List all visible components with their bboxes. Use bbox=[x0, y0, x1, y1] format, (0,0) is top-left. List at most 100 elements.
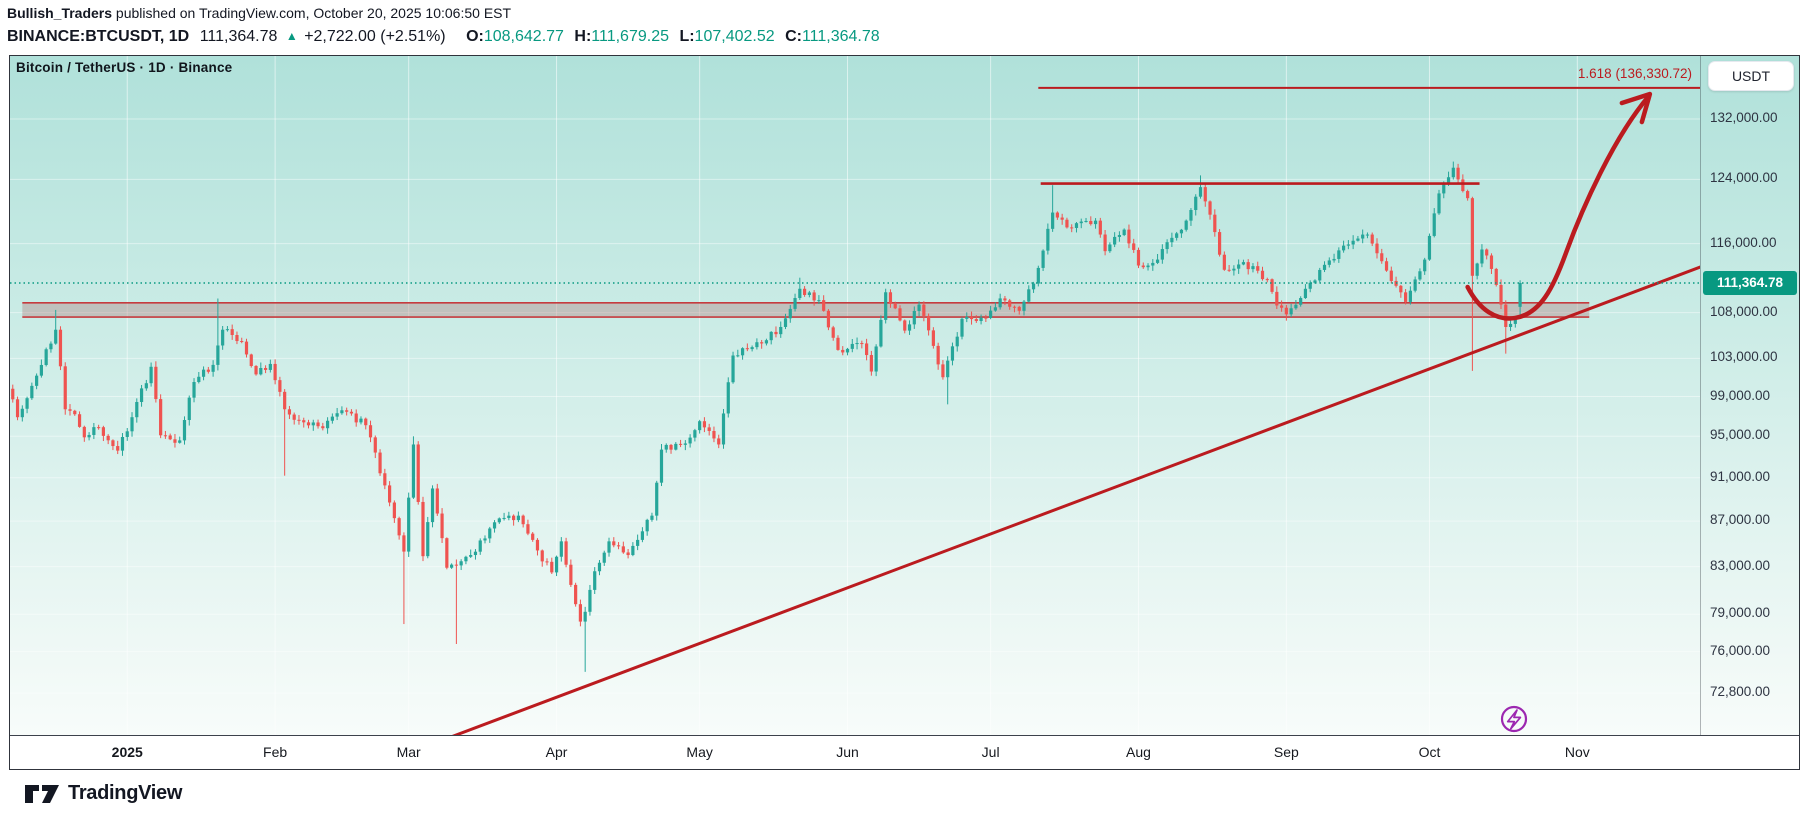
symbol-ohlc-line: BINANCE:BTCUSDT, 1D 111,364.78 ▲ +2,722.… bbox=[7, 25, 1806, 48]
candle-body bbox=[969, 316, 974, 320]
candle-body bbox=[1203, 187, 1207, 202]
candle-body bbox=[1160, 249, 1164, 260]
candle-body bbox=[163, 435, 168, 437]
candle-body bbox=[688, 437, 692, 444]
candle-body bbox=[1127, 229, 1131, 244]
candle-body bbox=[139, 388, 144, 402]
candle-body bbox=[168, 435, 172, 440]
candle-body bbox=[1270, 279, 1274, 292]
candle-body bbox=[726, 382, 730, 414]
candle-body bbox=[583, 611, 587, 622]
candle-body bbox=[1251, 266, 1255, 270]
candle-body bbox=[802, 288, 807, 295]
candle-body bbox=[884, 292, 888, 320]
candle-body bbox=[764, 340, 769, 344]
candle-body bbox=[244, 341, 249, 355]
price-axis[interactable]: USDT 111,364.78 132,000.00 124,000.00 116,… bbox=[1700, 56, 1799, 735]
candle-body bbox=[268, 363, 272, 370]
time-axis[interactable]: 2025 Feb Mar Apr May Jun Jul Aug Sep Oct Nov bbox=[10, 735, 1799, 769]
candle-body bbox=[621, 546, 625, 553]
candle-body bbox=[335, 413, 339, 417]
candle-body bbox=[1213, 214, 1217, 233]
candle-body bbox=[392, 502, 396, 519]
price-axis-tick: 87,000.00 bbox=[1710, 512, 1771, 528]
candle-body bbox=[540, 550, 544, 562]
candle-body bbox=[1384, 261, 1389, 271]
candle-body bbox=[1103, 234, 1107, 252]
price-change: +2,722.00 (+2.51%) bbox=[304, 28, 446, 45]
candle-body bbox=[979, 317, 983, 322]
currency-toggle-button[interactable]: USDT bbox=[1708, 61, 1794, 91]
candle-body bbox=[159, 399, 163, 436]
snapshot-header: Bullish_Traders published on TradingView… bbox=[7, 4, 1806, 54]
time-axis-tick-mar: Mar bbox=[396, 744, 421, 760]
candle-body bbox=[58, 329, 63, 367]
candle-body bbox=[860, 343, 864, 345]
candle-body bbox=[1227, 269, 1231, 271]
candle-body bbox=[440, 513, 444, 539]
candle-body bbox=[430, 488, 435, 523]
candle-body bbox=[178, 440, 182, 443]
interval-label: 1D bbox=[168, 28, 190, 45]
candle-body bbox=[54, 329, 58, 344]
candle-body bbox=[535, 539, 540, 551]
candle-body bbox=[325, 420, 330, 429]
candle-body bbox=[960, 318, 964, 337]
price-axis-tick: 124,000.00 bbox=[1710, 170, 1778, 186]
lightning-badge-circle[interactable] bbox=[1500, 705, 1528, 733]
low-label: L: bbox=[679, 28, 695, 45]
candle-body bbox=[1051, 212, 1055, 229]
candle-body bbox=[316, 422, 320, 427]
candle-body bbox=[1318, 269, 1322, 281]
candle-body bbox=[955, 336, 959, 347]
candle-body bbox=[1246, 262, 1250, 270]
candle-body bbox=[607, 541, 611, 553]
candle-body bbox=[216, 345, 220, 365]
support-zone bbox=[22, 302, 1590, 318]
candle-body bbox=[674, 443, 678, 450]
candle-body bbox=[1036, 267, 1040, 284]
candle-body bbox=[187, 397, 191, 421]
candle-body bbox=[197, 376, 201, 383]
candle-body bbox=[97, 427, 101, 429]
candle-body bbox=[144, 383, 148, 389]
tradingview-logo[interactable]: TradingView bbox=[24, 780, 182, 806]
close-value: 111,364.78 bbox=[801, 28, 880, 45]
candle-body bbox=[516, 515, 520, 521]
candle-body bbox=[149, 366, 153, 384]
candle-body bbox=[1012, 306, 1017, 308]
candle-body bbox=[1179, 229, 1184, 234]
last-price: 111,364.78 bbox=[199, 28, 278, 45]
candle-body bbox=[545, 561, 549, 563]
candle-body bbox=[1489, 255, 1494, 269]
candlestick-plot[interactable]: Bitcoin / TetherUS · 1D · Binance 1.618 … bbox=[10, 56, 1700, 735]
time-axis-tick-aug: Aug bbox=[1126, 744, 1151, 760]
candle-body bbox=[645, 519, 649, 532]
candle-body bbox=[454, 564, 458, 566]
candle-body bbox=[831, 327, 835, 338]
candle-body bbox=[574, 584, 578, 605]
candle-body bbox=[750, 347, 754, 350]
candle-body bbox=[1265, 279, 1269, 281]
candle-body bbox=[1404, 292, 1408, 302]
candle-body bbox=[602, 552, 606, 563]
candle-body bbox=[941, 364, 945, 378]
projection-arrow-curve bbox=[1465, 93, 1652, 321]
candle-body bbox=[359, 418, 363, 423]
candle-body bbox=[807, 292, 811, 295]
candle-body bbox=[788, 308, 792, 319]
candle-body bbox=[588, 589, 592, 612]
candle-body bbox=[273, 363, 277, 381]
candle-body bbox=[593, 571, 597, 590]
chart-canvas[interactable] bbox=[10, 56, 1700, 735]
candle-body bbox=[1389, 270, 1393, 281]
chart-widget: Bitcoin / TetherUS · 1D · Binance 1.618 … bbox=[9, 55, 1800, 770]
candle-body bbox=[1136, 249, 1141, 266]
candle-body bbox=[1141, 265, 1145, 268]
candle-body bbox=[373, 437, 377, 453]
candle-body bbox=[306, 422, 311, 426]
candle-body bbox=[1327, 260, 1331, 265]
candle-body bbox=[745, 348, 749, 350]
candle-body bbox=[354, 413, 358, 423]
